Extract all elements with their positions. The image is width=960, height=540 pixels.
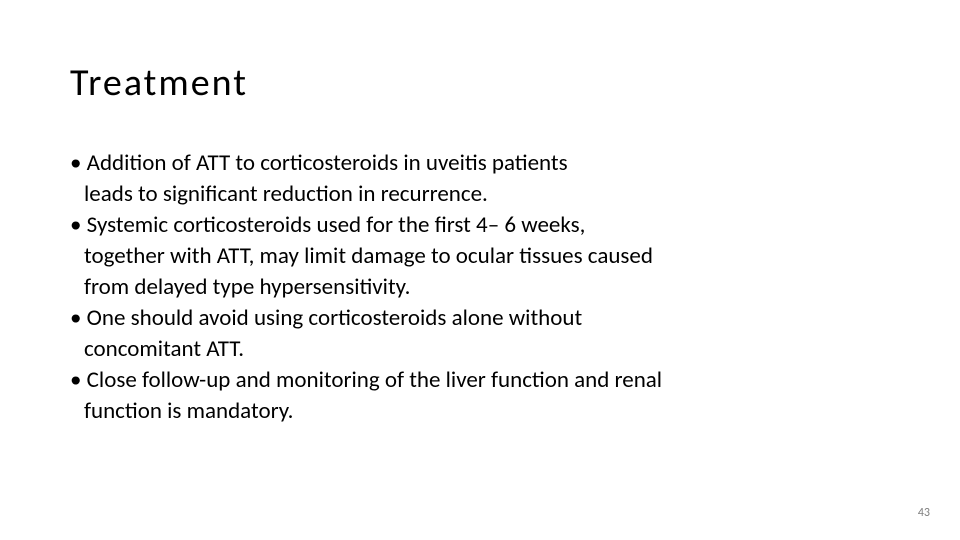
bullet-continuation: concomitant ATT. bbox=[84, 334, 890, 365]
slide-body: • Addition of ATT to corticosteroids in … bbox=[70, 148, 890, 427]
bullet-item: • One should avoid using corticosteroids… bbox=[84, 303, 890, 334]
bullet-continuation: from delayed type hypersensitivity. bbox=[84, 272, 890, 303]
slide-container: Treatment • Addition of ATT to corticost… bbox=[0, 0, 960, 540]
page-number: 43 bbox=[918, 506, 930, 520]
slide-title: Treatment bbox=[70, 60, 890, 106]
bullet-item: • Addition of ATT to corticosteroids in … bbox=[84, 148, 890, 179]
bullet-continuation: leads to significant reduction in recurr… bbox=[84, 179, 890, 210]
bullet-continuation: function is mandatory. bbox=[84, 396, 890, 427]
bullet-item: • Close follow-up and monitoring of the … bbox=[84, 365, 890, 396]
bullet-continuation: together with ATT, may limit damage to o… bbox=[84, 241, 890, 272]
bullet-item: • Systemic corticosteroids used for the … bbox=[84, 210, 890, 241]
